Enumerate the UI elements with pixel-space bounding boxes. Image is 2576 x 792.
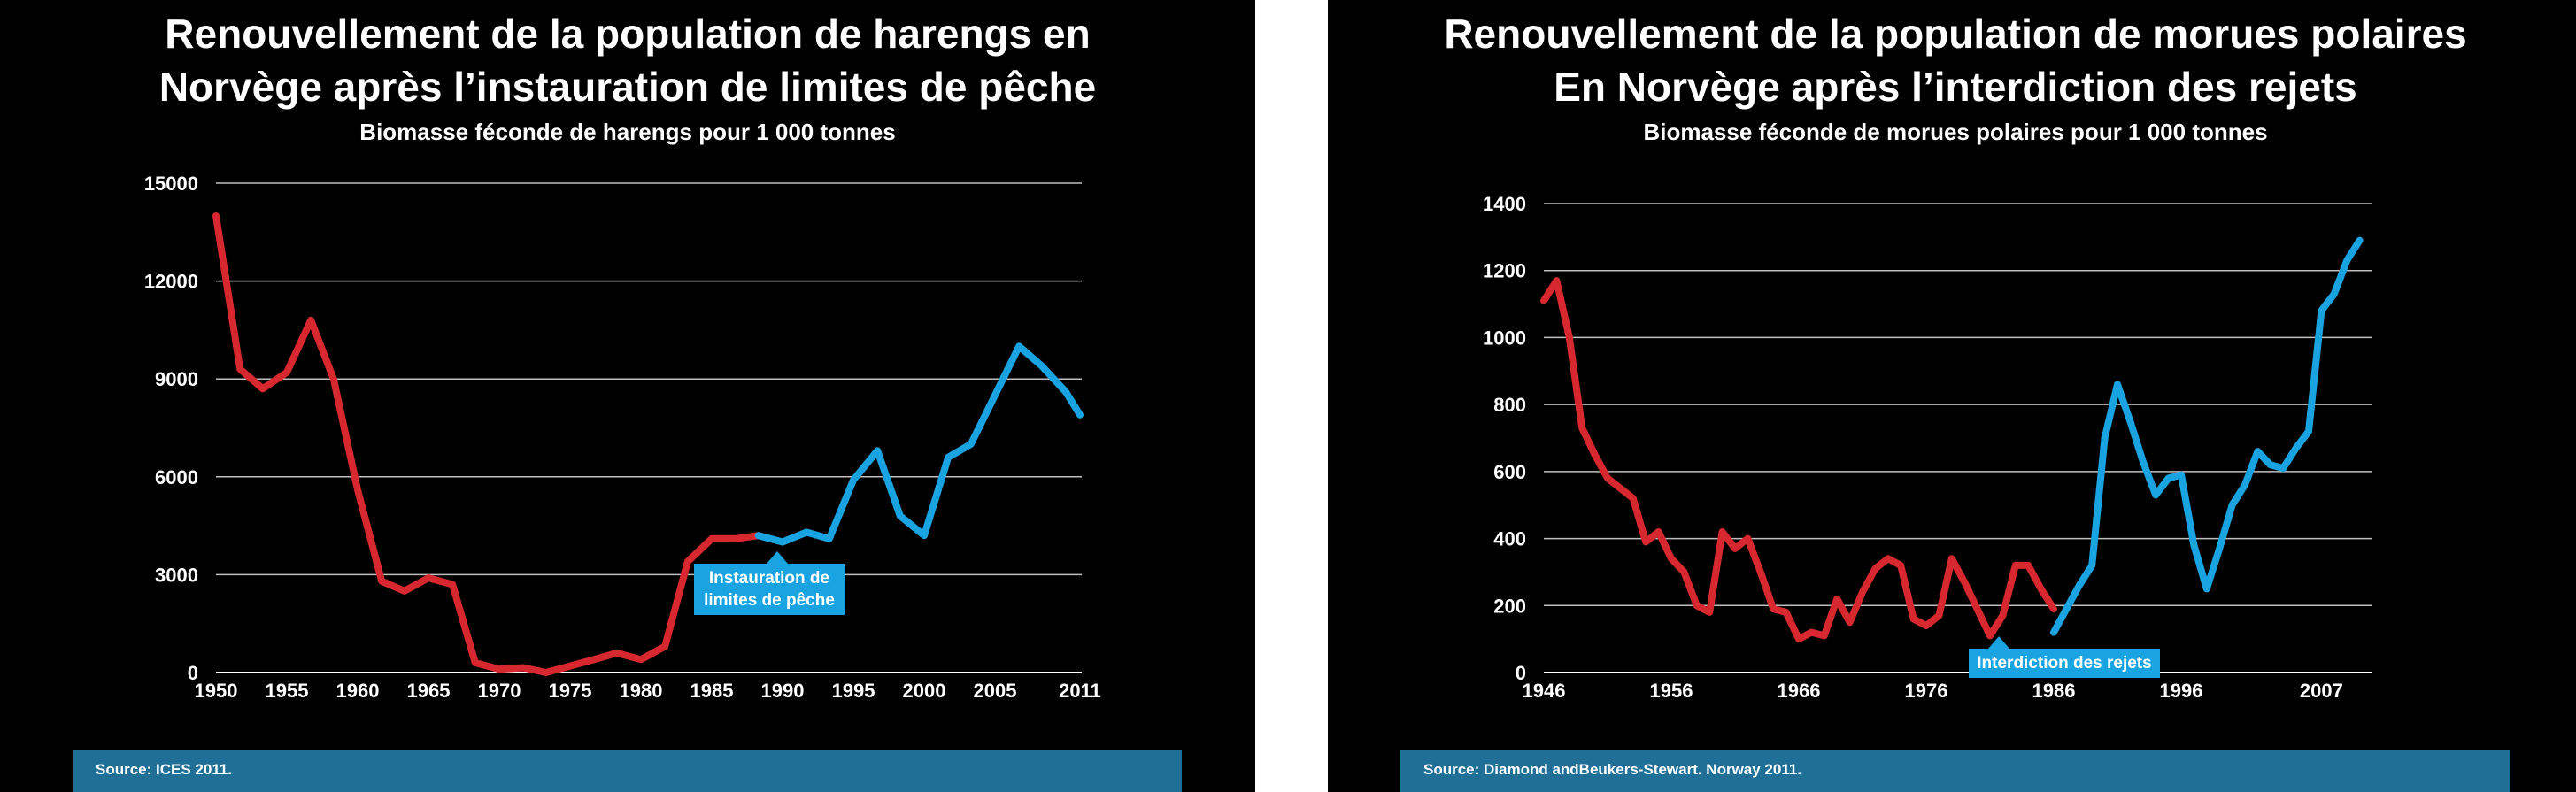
x-tick-label: 1966 [1778, 680, 1821, 702]
series-line-after [2050, 236, 2364, 636]
herring-plot-area: 0 3000 6000 9000 12000 15000 1950 1955 1960 1965 1… [144, 173, 1101, 702]
x-tick-label: 1975 [549, 680, 592, 702]
x-tick-label: 1996 [2160, 680, 2203, 702]
x-tick-label: 2005 [974, 680, 1017, 702]
polar-cod-chart-subtitle: Biomasse féconde de morues polaires pour… [1643, 119, 2268, 145]
polar-cod-source-bar: Source: Diamond andBeukers-Stewart. Norw… [1400, 750, 2510, 792]
series-line-after [754, 342, 1084, 546]
fishing-limits-callout: Instauration de limites de pêche [694, 551, 845, 615]
x-tick-label: 1955 [266, 680, 309, 702]
x-tick-label: 1995 [832, 680, 875, 702]
x-tick-label: 2007 [2300, 680, 2343, 702]
polar-cod-title-line-2: En Norvège après l’interdiction des reje… [1554, 64, 2357, 110]
y-tick-label: 0 [188, 662, 198, 684]
polar-cod-chart-panel: Renouvellement de la population de morue… [1328, 0, 2576, 792]
polar-cod-chart-title: Renouvellement de la population de morue… [1328, 7, 2576, 113]
herring-chart-panel: Renouvellement de la population de haren… [0, 0, 1255, 792]
herring-title-line-1: Renouvellement de la population de haren… [165, 11, 1091, 57]
x-tick-label: 1965 [407, 680, 451, 702]
x-tick-label: 1990 [761, 680, 805, 702]
y-tick-label: 0 [1516, 662, 1526, 684]
y-tick-label: 9000 [155, 368, 198, 390]
x-tick-label: 1956 [1650, 680, 1693, 702]
x-tick-label: 1960 [336, 680, 380, 702]
y-tick-label: 3000 [155, 564, 198, 586]
x-tick-label: 1976 [1905, 680, 1948, 702]
series-line-before [1540, 277, 2057, 643]
y-tick-label: 1200 [1483, 260, 1526, 282]
herring-title-line-2: Norvège après l’instauration de limites … [158, 64, 1097, 110]
series-line-before [212, 211, 762, 676]
y-tick-label: 600 [1493, 461, 1526, 483]
y-tick-label: 12000 [144, 271, 198, 293]
herring-source-text: Source: ICES 2011. [96, 761, 233, 778]
polar-cod-plot-area: 0 200 400 600 800 1000 1200 1400 1946 1956 1966 197… [1483, 193, 2372, 702]
x-tick-label: 1970 [478, 680, 521, 702]
x-tick-label: 2011 [1059, 680, 1101, 702]
y-tick-label: 6000 [155, 466, 198, 488]
y-tick-label: 1400 [1483, 193, 1526, 215]
herring-chart-title: Renouvellement de la population de haren… [0, 7, 1255, 113]
x-tick-label: 1986 [2032, 680, 2076, 702]
x-tick-label: 2000 [903, 680, 946, 702]
y-tick-label: 1000 [1483, 327, 1526, 349]
x-tick-label: 1950 [195, 680, 238, 702]
y-tick-label: 800 [1493, 394, 1526, 416]
y-tick-label: 15000 [144, 173, 198, 195]
herring-source-bar: Source: ICES 2011. [73, 750, 1182, 792]
x-tick-label: 1980 [620, 680, 663, 702]
herring-chart-subtitle: Biomasse féconde de harengs pour 1 000 t… [359, 119, 896, 145]
polar-cod-title-line-1: Renouvellement de la population de morue… [1444, 11, 2467, 57]
x-tick-label: 1985 [690, 680, 734, 702]
y-tick-label: 400 [1493, 528, 1526, 550]
y-tick-label: 200 [1493, 595, 1526, 617]
discard-ban-callout: Interdiction des rejets [1969, 636, 2160, 678]
polar-cod-source-text: Source: Diamond andBeukers-Stewart. Norw… [1423, 761, 1802, 778]
x-tick-label: 1946 [1523, 680, 1566, 702]
